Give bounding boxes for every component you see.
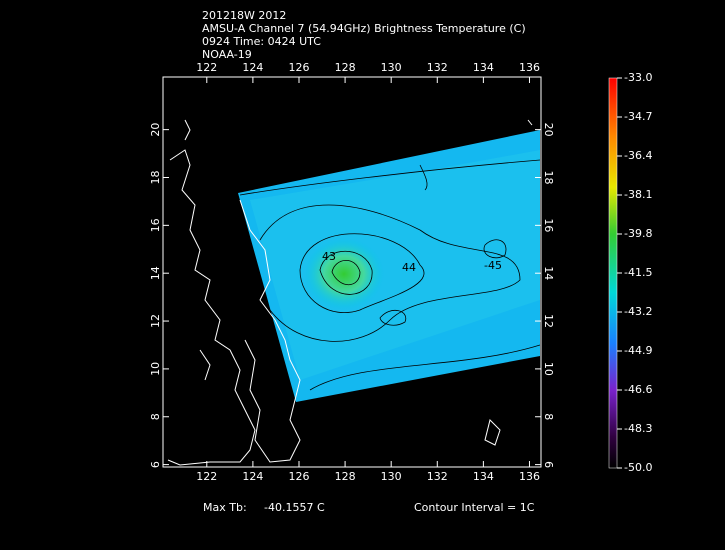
header-line: 0924 Time: 0424 UTC	[202, 35, 321, 48]
contour-interval: Contour Interval = 1C	[414, 501, 535, 514]
lon-tick-label: 132	[427, 470, 448, 483]
lon-tick-label: 124	[242, 470, 263, 483]
lat-tick-label: 8	[149, 413, 162, 420]
colorbar-label: -43.2	[624, 305, 652, 318]
contour-label: 44	[402, 261, 416, 274]
lat-tick-label: 16	[149, 218, 162, 232]
header-line: NOAA-19	[202, 48, 252, 61]
lon-tick-label: 132	[427, 61, 448, 74]
colorbar-axis: -33.0 -34.7 -36.4 -38.1 -39.8 -41.5 -43.2 -44.9…	[617, 71, 652, 474]
lon-tick-label: 128	[335, 61, 356, 74]
colorbar-label: -38.1	[624, 188, 652, 201]
max-value: -40.1557 C	[264, 501, 325, 514]
lat-tick-label: 18	[542, 170, 555, 184]
footer: Max Tb: -40.1557 C Contour Interval = 1C	[203, 501, 535, 514]
lon-tick-label: 126	[288, 61, 309, 74]
lon-tick-label: 134	[473, 470, 494, 483]
lat-tick-label: 16	[542, 218, 555, 232]
lat-tick-label: 20	[149, 123, 162, 137]
lat-tick-label: 12	[542, 314, 555, 328]
contour-label: -45	[484, 259, 502, 272]
lon-tick-label: 136	[519, 470, 540, 483]
lon-tick-label: 126	[288, 470, 309, 483]
lon-tick-label: 136	[519, 61, 540, 74]
colorbar-label: -33.0	[624, 71, 652, 84]
header-line: AMSU-A Channel 7 (54.94GHz) Brightness T…	[202, 22, 526, 35]
warm-core	[304, 238, 384, 310]
colorbar-label: -36.4	[624, 149, 652, 162]
header: 201218W 2012 AMSU-A Channel 7 (54.94GHz)…	[202, 9, 526, 61]
lat-tick-label: 8	[542, 413, 555, 420]
contour-label: 43	[322, 250, 336, 263]
lon-tick-label: 130	[381, 470, 402, 483]
max-label: Max Tb:	[203, 501, 247, 514]
colorbar-label: -34.7	[624, 110, 652, 123]
map-frame	[162, 76, 542, 468]
lon-tick-label: 124	[242, 61, 263, 74]
contour-labels: 43 44 -45	[322, 250, 502, 274]
header-line: 201218W 2012	[202, 9, 286, 22]
axes: 1221221241241261261281281301301321321341…	[149, 61, 555, 483]
lon-tick-label: 134	[473, 61, 494, 74]
colorbar-label: -48.3	[624, 422, 652, 435]
colorbar-label: -50.0	[624, 461, 652, 474]
colorbar	[608, 77, 618, 469]
lon-tick-label: 128	[335, 470, 356, 483]
lat-tick-label: 14	[149, 266, 162, 280]
coastline	[167, 119, 533, 466]
lat-tick-label: 6	[149, 461, 162, 468]
lat-tick-label: 10	[149, 362, 162, 376]
colorbar-label: -41.5	[624, 266, 652, 279]
colorbar-label: -44.9	[624, 344, 652, 357]
swath-shade	[250, 150, 540, 380]
lat-tick-label: 10	[542, 362, 555, 376]
lon-tick-label: 122	[196, 470, 217, 483]
lat-tick-label: 12	[149, 314, 162, 328]
lon-tick-label: 130	[381, 61, 402, 74]
contours	[239, 159, 541, 391]
lon-tick-label: 122	[196, 61, 217, 74]
colorbar-label: -39.8	[624, 227, 652, 240]
lat-tick-label: 14	[542, 266, 555, 280]
lat-tick-label: 20	[542, 123, 555, 137]
lat-tick-label: 6	[542, 461, 555, 468]
colorbar-label: -46.6	[624, 383, 652, 396]
lat-tick-label: 18	[149, 170, 162, 184]
